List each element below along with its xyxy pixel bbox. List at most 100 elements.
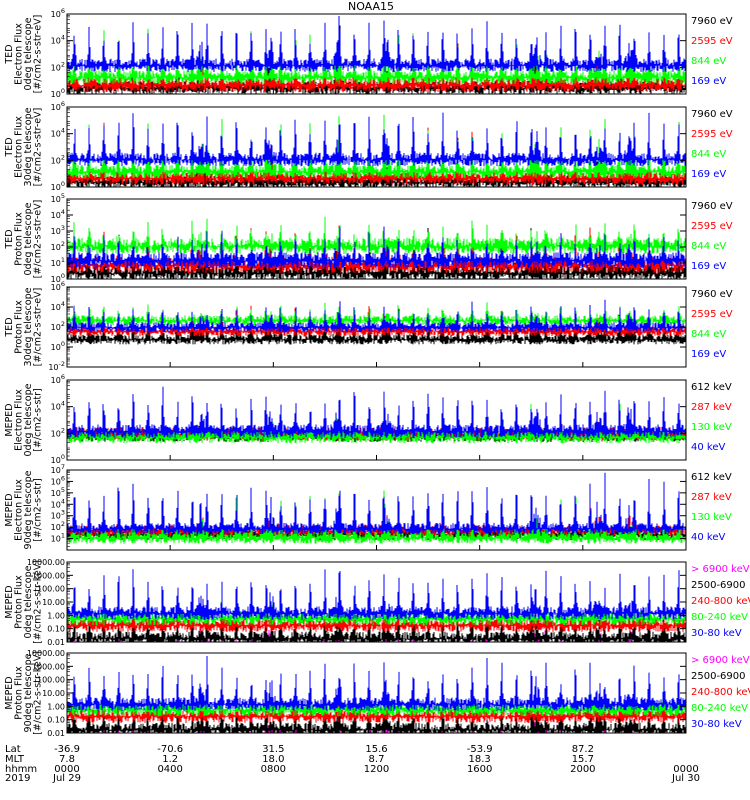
y-tick-label: 1.00: [47, 611, 65, 620]
y-label-line: [#/cm2-s-str]: [33, 388, 44, 451]
y-label-line: 0deg telescope: [23, 202, 34, 275]
legend-entry: 7960 eV: [691, 201, 733, 212]
y-tick-label: 106: [51, 100, 65, 112]
y-tick-label: 10000.00: [27, 649, 65, 658]
legend-entry: 7960 eV: [691, 16, 733, 27]
x-tick-value: 15.6: [365, 744, 387, 755]
x-tick-value: Jul 29: [52, 773, 81, 784]
legend-entry: 169 eV: [691, 261, 726, 272]
y-tick-label: 102: [51, 520, 65, 532]
chart-title: NOAA15: [348, 0, 394, 13]
y-tick-label: 107: [51, 463, 65, 475]
panel-y-label: TEDProton Flux0deg telescope[#/cm2-s-str…: [4, 200, 44, 279]
legend-entry: 130 keV: [691, 512, 732, 523]
legend-entry: 80-240 keV: [691, 612, 748, 623]
x-tick-value: 7.8: [59, 754, 75, 765]
series-trace-5-4: [67, 386, 686, 438]
legend-entry: 844 eV: [691, 149, 726, 160]
series-trace-1-2: [67, 33, 686, 92]
y-label-line: 30deg telescope: [23, 287, 34, 366]
legend-entry: 2595 eV: [691, 129, 733, 140]
panel-y-label: MEPEDProton Flux90deg telescope[#/cm2-s-…: [4, 651, 44, 735]
panel-2-traces: [67, 112, 686, 187]
y-tick-label: 10000.00: [27, 558, 65, 567]
panel-5-traces: [67, 386, 686, 444]
y-tick-label: 105: [51, 486, 65, 498]
legend-entry: 287 keV: [691, 402, 732, 413]
legend-entry: 240-800 keV: [691, 687, 750, 698]
y-tick-label: 102: [51, 60, 65, 72]
y-label-line: [#/cm2-s-str-eV]: [33, 108, 44, 187]
panel-5: 100 102 104 106 MEPEDElectron Flux0deg teles…: [4, 373, 732, 465]
y-tick-label: 101: [51, 532, 65, 544]
y-label-line: [#/cm2-s-str-keV]: [33, 651, 44, 735]
x-tick-value: 15.7: [572, 754, 594, 765]
x-tick-value: -53.9: [467, 744, 493, 755]
y-tick-label: 104: [51, 127, 65, 139]
panel-frame: [66, 379, 687, 461]
legend-entry: 169 eV: [691, 169, 726, 180]
legend-entry: 2500-6900: [691, 580, 746, 591]
legend-entry: 2500-6900: [691, 671, 746, 682]
y-tick-label: 104: [51, 400, 65, 412]
y-label-line: TED: [4, 229, 15, 249]
y-tick-label: 10.00: [42, 598, 65, 607]
y-label-line: 90deg telescope: [23, 653, 34, 732]
x-tick-value: 8.7: [369, 754, 385, 765]
panel-4-traces: [67, 299, 686, 345]
series-trace-2-3: [67, 114, 686, 179]
legend-entry: 7960 eV: [691, 289, 733, 300]
y-tick-label: 103: [51, 509, 65, 521]
series-trace-3-3: [67, 216, 686, 255]
y-tick-label: 1.00: [47, 702, 65, 711]
y-label-line: Electron Flux: [14, 389, 25, 451]
panel-7-traces: [67, 569, 686, 642]
legend-entry: 2595 eV: [691, 36, 733, 47]
legend-entry: 40 keV: [691, 442, 725, 453]
series-trace-1-3: [67, 26, 686, 84]
legend-entry: 130 keV: [691, 422, 732, 433]
y-tick-label: 106: [51, 373, 65, 385]
x-row-label: MLT: [5, 754, 25, 765]
y-label-line: [#/cm2-s-str-keV]: [33, 560, 44, 644]
y-tick-label: 102: [51, 153, 65, 165]
legend-entry: 287 keV: [691, 492, 732, 503]
y-label-line: [#/cm2-s-str-eV]: [33, 200, 44, 279]
legend-entry: 2595 eV: [691, 221, 733, 232]
x-row-label: hhmm: [5, 764, 37, 775]
panel-3-traces: [67, 216, 686, 279]
y-label-line: 0deg telescope: [23, 383, 34, 456]
series-trace-3-4: [67, 226, 686, 269]
y-tick-label: 102: [51, 320, 65, 332]
y-label-line: Proton Flux: [14, 575, 25, 629]
y-tick-label: 100.00: [37, 676, 65, 685]
panel-1-traces: [67, 16, 686, 94]
x-tick-value: Jul 30: [671, 773, 700, 784]
y-label-line: Proton Flux: [14, 300, 25, 354]
y-tick-label: 0.01: [47, 729, 65, 738]
x-tick-value: 87.2: [572, 744, 594, 755]
legend-entry: 612 keV: [691, 472, 732, 483]
y-tick-label: 104: [51, 34, 65, 46]
legend-entry: 169 eV: [691, 76, 726, 87]
y-tick-label: 1000.00: [32, 571, 65, 580]
x-row-label: Lat: [5, 744, 21, 755]
x-tick-value: 0000: [673, 764, 698, 775]
series-trace-4-4: [67, 299, 686, 333]
x-row-label: 2019: [5, 773, 30, 784]
panel-y-label: TEDElectron Flux30deg telescope[#/cm2-s-…: [4, 107, 44, 186]
y-tick-label: 104: [51, 497, 65, 509]
legend-entry: 30-80 keV: [691, 628, 742, 639]
panel-6-traces: [67, 472, 686, 544]
y-label-line: [#/cm2-s-str]: [33, 478, 44, 541]
legend-entry: 30-80 keV: [691, 719, 742, 730]
y-tick-label: 10-2: [48, 360, 65, 372]
y-tick-label: 100.00: [37, 585, 65, 594]
y-label-line: MEPED: [4, 676, 15, 709]
y-tick-label: 105: [51, 192, 65, 204]
panel-2: 100 102 104 106 TEDElectron Flux30deg telesc…: [4, 100, 733, 192]
series-trace-1-4: [67, 16, 686, 72]
panel-y-label: MEPEDProton Flux0deg telescope[#/cm2-s-s…: [4, 560, 44, 644]
y-tick-label: 106: [51, 7, 65, 19]
legend-entry: 80-240 keV: [691, 703, 748, 714]
